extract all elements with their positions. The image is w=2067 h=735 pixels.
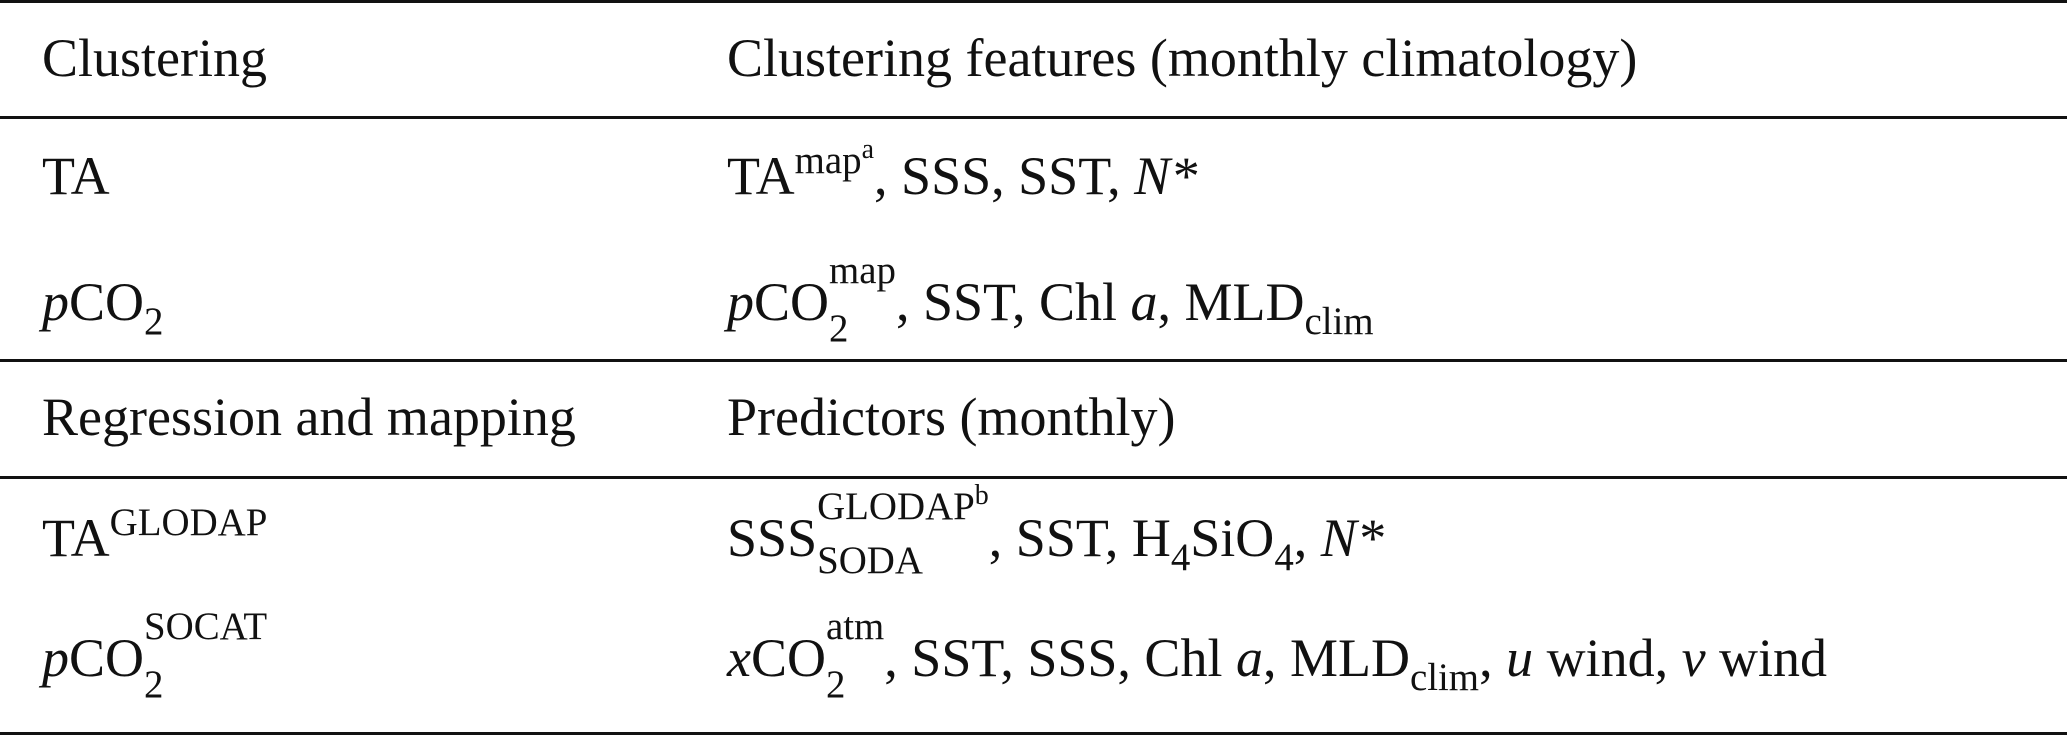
row-pco2-socat-label: pCO SOCAT 2 [42, 605, 268, 707]
ta-map-base: TA [727, 146, 795, 206]
sio-text: SiO [1190, 508, 1275, 568]
xco2-x: x [727, 628, 751, 688]
chl-a-2: a [1235, 628, 1263, 688]
bottom-rule [0, 732, 2067, 735]
row-ta-glodap-label: TAGLODAP [42, 503, 267, 568]
chl-a: a [1130, 272, 1158, 332]
top-rule [0, 0, 2067, 3]
u-wind-text: wind, [1533, 628, 1682, 688]
pco2-socat-scripts: SOCAT 2 [144, 605, 268, 707]
row-pco2-label: pCO2 [42, 272, 163, 341]
o4-sub: 4 [1274, 535, 1294, 579]
pco2-p: p [42, 272, 69, 332]
u-wind-var: u [1506, 628, 1534, 688]
socat-predictors-text: , SST, SSS, Chl [884, 628, 1236, 688]
v-wind-text: wind [1705, 628, 1828, 688]
mld-text: , MLD [1157, 272, 1305, 332]
xco2-base: CO [750, 628, 826, 688]
header-rule-2 [0, 476, 2067, 479]
pco2-socat-base: CO [69, 628, 145, 688]
ta-glodap-base: TA [42, 508, 110, 568]
v-wind-var: v [1681, 628, 1706, 688]
pco2map-p: p [727, 272, 754, 332]
row-ta-features: TAmapa, SSS, SST, N* [727, 135, 1198, 206]
pco2-socat-p: p [42, 628, 69, 688]
row-pco2-socat-predictors: xCO atm 2, SST, SSS, Chl a, MLDclim, u win… [727, 605, 1828, 707]
pco2map-scripts: map 2 [829, 249, 896, 351]
pco2map-base: CO [754, 272, 830, 332]
mld-clim-sub-2: clim [1409, 655, 1480, 699]
comma-text-2: , [1479, 628, 1507, 688]
ta-map-sup: mapa [794, 133, 875, 183]
header-regression: Regression and mapping [42, 387, 576, 447]
section-rule [0, 359, 2067, 362]
ta-glodap-sup: GLODAP [109, 501, 268, 545]
pco2-base: CO [69, 272, 145, 332]
comma-text: , [1293, 508, 1321, 568]
h4-sub: 4 [1170, 535, 1191, 579]
glodap-predictors-text: , SST, H [988, 508, 1171, 568]
n-star: N* [1134, 146, 1198, 206]
sss-scripts: GLODAPb SODA [817, 479, 989, 583]
n-star-2: N* [1320, 508, 1384, 568]
header-clustering: Clustering [42, 28, 267, 88]
mld-clim-sub: clim [1304, 299, 1374, 343]
pco2-features-text: , SST, Chl [895, 272, 1131, 332]
row-ta-glodap-predictors: SSS GLODAPb SODA, SST, H4SiO4, N* [727, 479, 1384, 583]
header-clustering-features: Clustering features (monthly climatology… [727, 28, 1638, 88]
header-predictors: Predictors (monthly) [727, 387, 1176, 447]
mld-text-2: , MLD [1262, 628, 1410, 688]
footnote-b: b [974, 479, 989, 511]
row-pco2-features: pCO map 2, SST, Chl a, MLDclim [727, 249, 1374, 351]
xco2-scripts: atm 2 [825, 605, 885, 707]
ta-features-rest: , SSS, SST, [874, 146, 1135, 206]
header-rule-1 [0, 116, 2067, 119]
pco2-sub: 2 [144, 299, 164, 343]
row-ta-label: TA [42, 146, 110, 206]
footnote-a: a [861, 133, 875, 165]
sss-base: SSS [727, 508, 818, 568]
